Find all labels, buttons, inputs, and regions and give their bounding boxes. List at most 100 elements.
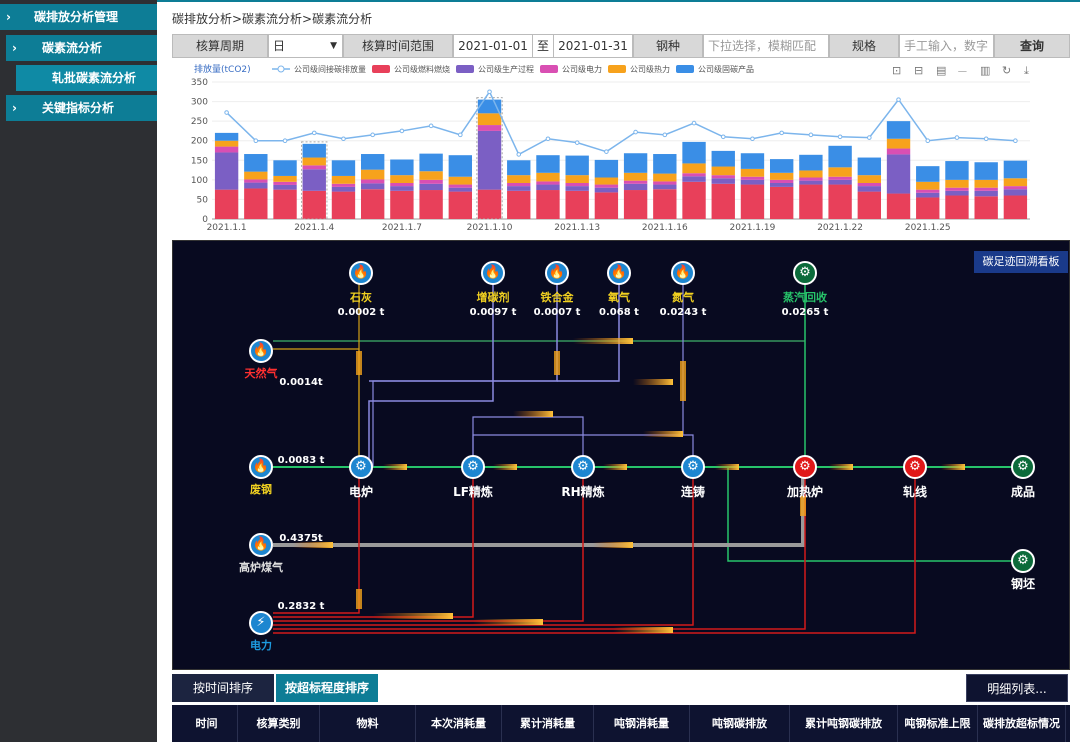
process-node-label: LF精炼	[453, 485, 493, 499]
supply-node-value: 0.4375t	[279, 533, 323, 544]
line-point	[282, 138, 288, 144]
supply-node-icon[interactable]: 🔥	[671, 261, 695, 285]
bar-segment	[945, 161, 969, 180]
bar-segment	[682, 141, 706, 164]
process-node-icon[interactable]: ⚙	[349, 455, 373, 479]
steel-select[interactable]: 下拉选择，模糊匹配	[703, 34, 829, 58]
table-header-cell: 累计消耗量	[502, 705, 594, 742]
bar-segment	[331, 186, 356, 192]
bar-segment	[331, 191, 356, 219]
date-from-input[interactable]: 2021-01-01	[453, 34, 533, 58]
bar-segment	[302, 169, 326, 191]
process-node-icon[interactable]: ⚙	[681, 455, 705, 479]
supply-node-icon[interactable]: 🔥	[607, 261, 631, 285]
bar-segment	[974, 190, 998, 197]
line-point	[750, 136, 755, 142]
supply-node-value: 0.0014t	[279, 377, 323, 388]
line-point	[925, 138, 931, 144]
flow-arrows	[293, 338, 965, 633]
legend-label: 公司级热力	[630, 64, 670, 74]
supply-node-icon[interactable]: 🔥	[249, 339, 273, 363]
sidebar-item-label: 轧批碳素流分析	[52, 71, 137, 85]
line-point	[399, 128, 405, 134]
supply-node-label: 废钢	[250, 483, 272, 496]
bar-segment	[565, 155, 589, 176]
bar-segment	[740, 176, 765, 180]
bar-segment	[886, 193, 911, 219]
process-node-label: 轧线	[902, 485, 928, 499]
supply-node-label: 天然气	[244, 367, 278, 380]
power-node-icon[interactable]: ⚡	[249, 611, 273, 635]
detail-list-button[interactable]: 明细列表...	[966, 674, 1068, 702]
tab-sort-by-exceed[interactable]: 按超标程度排序	[276, 674, 378, 702]
line-point	[311, 130, 317, 136]
bar-segment	[1003, 189, 1028, 196]
process-node-icon[interactable]: ⚙	[461, 455, 485, 479]
date-to-input[interactable]: 2021-01-31	[553, 34, 633, 58]
line-point	[428, 123, 434, 129]
sidebar-item-key-indicators[interactable]: › 关键指标分析	[6, 95, 157, 121]
bar-segment	[916, 189, 940, 193]
legend-label: 公司级间接碳排放量	[294, 64, 366, 74]
bar-segment	[769, 186, 794, 219]
bar-segment	[302, 165, 326, 170]
bar-segment	[828, 184, 852, 219]
bar-segment	[302, 190, 326, 219]
table-header-cell: 时间	[176, 705, 238, 742]
nitrogen-line	[472, 281, 684, 467]
bar-segment	[857, 175, 882, 183]
flow-svg	[273, 281, 1023, 634]
bar-segment	[273, 175, 297, 182]
supply-node-value: 0.0083 t	[277, 455, 325, 466]
supply-node-icon[interactable]: 🔥	[249, 533, 273, 557]
supply-node-icon[interactable]: 🔥	[545, 261, 569, 285]
billet-node-label: 钢坯	[1010, 577, 1036, 591]
billet-node-icon[interactable]: ⚙	[1011, 549, 1035, 573]
bar-segment	[594, 159, 619, 178]
spec-input[interactable]: 手工输入，数字	[899, 34, 994, 58]
sidebar-item-batch-carbon-flow[interactable]: 轧批碳素流分析	[16, 65, 157, 91]
bar-segment	[273, 184, 297, 190]
sidebar-item-carbon-flow[interactable]: › 碳素流分析	[6, 35, 157, 61]
restore-icon: ↻	[1002, 64, 1011, 77]
power-line	[273, 467, 360, 614]
bar-segment	[419, 183, 443, 191]
sidebar-item-carbon-management[interactable]: › 碳排放分析管理	[0, 4, 157, 30]
supply-node-value: 0.068 t	[599, 307, 639, 318]
query-button[interactable]: 查询	[994, 34, 1070, 58]
bar-segment	[769, 182, 794, 187]
bar-segment	[390, 186, 414, 191]
bar-segment	[945, 195, 969, 219]
bar-segment	[916, 166, 940, 182]
process-node-icon[interactable]: ⚙	[1011, 455, 1035, 479]
bar-segment	[945, 190, 969, 196]
supply-node-icon[interactable]: 🔥	[349, 261, 373, 285]
line-point	[487, 89, 492, 95]
bar-segment	[799, 177, 823, 181]
supply-node-icon[interactable]: 🔥	[481, 261, 505, 285]
supply-node-value: 0.0007 t	[533, 307, 581, 318]
bar-segment	[565, 186, 589, 191]
power-line	[273, 467, 806, 630]
detail-table-header: 时间 核算类别 物料 本次消耗量 累计消耗量 吨钢消耗量 吨钢碳排放 累计吨钢碳排放 吨钢标准上…	[172, 705, 1070, 742]
process-node-label: 电炉	[348, 485, 374, 499]
bar-segment	[1003, 195, 1028, 219]
bar-segment	[857, 182, 882, 187]
period-select[interactable]: 日 ▼	[268, 34, 343, 58]
bar-segment	[974, 187, 998, 191]
bar-segment	[536, 181, 560, 185]
bar-segment	[214, 152, 239, 190]
supply-node-icon[interactable]: 🔥	[249, 455, 273, 479]
process-node-icon[interactable]: ⚙	[903, 455, 927, 479]
supply-node-icon[interactable]: ⚙	[793, 261, 817, 285]
supply-node-label: 电力	[250, 639, 272, 652]
process-node-icon[interactable]: ⚙	[571, 455, 595, 479]
process-node-icon[interactable]: ⚙	[793, 455, 817, 479]
table-header-cell: 物料	[320, 705, 416, 742]
breadcrumb: 碳排放分析>碳素流分析>碳素流分析	[172, 12, 373, 26]
footprint-board-button[interactable]: 碳足迹回溯看板	[974, 251, 1068, 273]
bar-segment	[536, 172, 560, 182]
line-point	[574, 140, 580, 145]
tab-sort-by-time[interactable]: 按时间排序	[172, 674, 274, 702]
bar-segment	[623, 183, 648, 191]
